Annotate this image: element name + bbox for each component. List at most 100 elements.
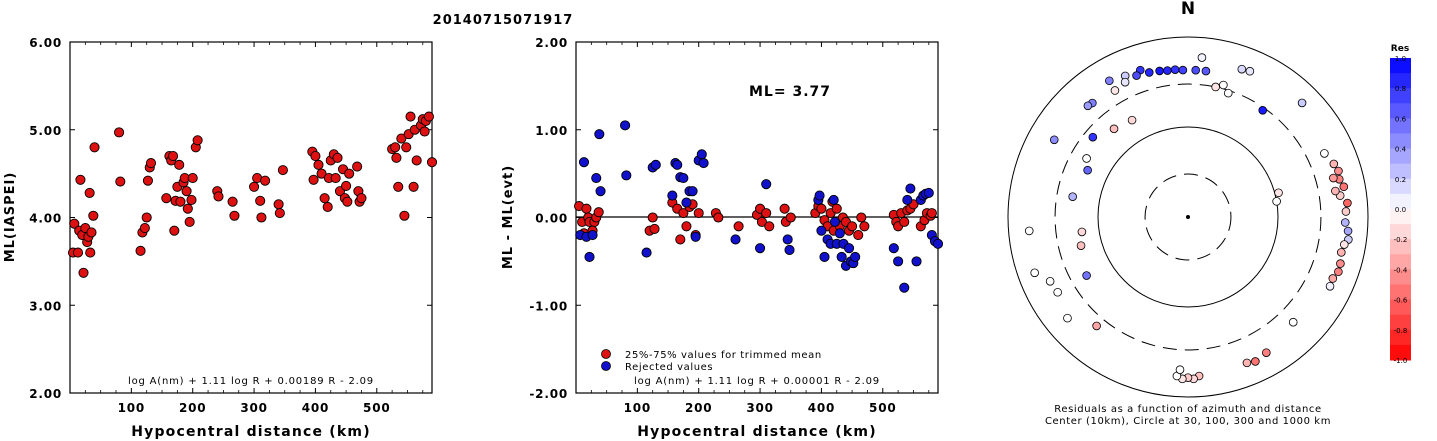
data-point bbox=[828, 194, 839, 205]
y-tick-label: -2.00 bbox=[529, 387, 568, 401]
station-point bbox=[1045, 276, 1055, 286]
y-tick-label: -1.00 bbox=[529, 299, 568, 313]
center-dot bbox=[1186, 215, 1190, 219]
data-point bbox=[836, 251, 847, 263]
station-point bbox=[1288, 317, 1298, 327]
data-point bbox=[396, 133, 407, 144]
data-point bbox=[853, 229, 864, 241]
station-point bbox=[1211, 82, 1220, 92]
data-point bbox=[923, 187, 934, 198]
data-point bbox=[273, 199, 284, 210]
station-point bbox=[1320, 149, 1329, 158]
station-point bbox=[1328, 274, 1338, 283]
x-axis-label-middle: Hypocentral distance (km) bbox=[637, 424, 877, 440]
station-point bbox=[1191, 65, 1200, 75]
data-point bbox=[249, 181, 260, 192]
colorbar-cell bbox=[1390, 193, 1411, 210]
colorbar-cell bbox=[1390, 314, 1411, 331]
data-point bbox=[89, 142, 100, 153]
data-point bbox=[893, 256, 904, 267]
station-point bbox=[1083, 165, 1092, 175]
station-point bbox=[1334, 267, 1343, 277]
x-tick-label: 200 bbox=[685, 401, 712, 415]
colorbar-cell bbox=[1390, 329, 1411, 346]
data-point bbox=[761, 208, 772, 219]
station-point bbox=[1024, 226, 1034, 236]
data-point bbox=[169, 225, 180, 236]
x-axis-label-left: Hypocentral distance (km) bbox=[131, 424, 371, 440]
panel-polar-residuals: N Residuals as a function of azimuth and… bbox=[1007, 0, 1369, 427]
x-tick-label: 100 bbox=[118, 401, 145, 415]
data-point bbox=[310, 151, 321, 162]
colorbar-tick-label: 0.0 bbox=[1395, 206, 1406, 214]
ring-30km bbox=[1144, 173, 1232, 261]
station-point bbox=[1170, 65, 1180, 74]
station-point bbox=[1110, 86, 1120, 95]
y-tick-label: 5.00 bbox=[29, 124, 62, 138]
data-point bbox=[816, 225, 827, 236]
colorbar-cell bbox=[1390, 344, 1411, 361]
legend-label-trimmed: 25%-75% values for trimmed mean bbox=[625, 350, 822, 361]
colorbar-tick-label: -0.4 bbox=[1394, 266, 1408, 274]
station-point bbox=[1329, 173, 1338, 183]
legend: 25%-75% values for trimmed mean Rejected… bbox=[601, 349, 822, 373]
data-point bbox=[308, 174, 319, 185]
station-point bbox=[1175, 365, 1185, 374]
data-point bbox=[595, 186, 606, 197]
north-label: N bbox=[1181, 0, 1195, 19]
data-point bbox=[426, 157, 438, 168]
data-point bbox=[911, 256, 922, 267]
data-point bbox=[902, 194, 913, 205]
data-point bbox=[401, 142, 412, 153]
data-point bbox=[135, 245, 146, 256]
data-point bbox=[227, 196, 238, 207]
colorbar-cell bbox=[1390, 73, 1411, 89]
station-point bbox=[1340, 218, 1350, 227]
data-point bbox=[390, 142, 401, 153]
station-point bbox=[1337, 248, 1346, 257]
data-point bbox=[260, 175, 271, 186]
y-tick-label: 0.00 bbox=[535, 212, 568, 226]
data-point bbox=[330, 172, 341, 184]
data-point bbox=[88, 210, 99, 221]
panel-ml-vs-distance: 2.00 3.00 4.00 5.00 6.00 100 200 300 400 500 ML(… bbox=[3, 36, 438, 440]
y-ticks-middle: -2.00 -1.00 0.00 1.00 2.00 bbox=[529, 36, 938, 401]
distance-rings bbox=[1007, 36, 1369, 398]
colorbar-cell bbox=[1390, 239, 1411, 255]
data-point bbox=[687, 186, 698, 197]
colorbar-tick-label: -0.8 bbox=[1394, 327, 1408, 335]
colorbar-cell bbox=[1390, 133, 1411, 150]
data-point bbox=[393, 181, 404, 192]
data-point bbox=[86, 227, 97, 238]
data-point bbox=[850, 251, 861, 263]
station-point bbox=[1063, 313, 1072, 323]
station-point bbox=[1127, 115, 1137, 125]
colorbar: Res 1.0 0.8 0.6 0.4 0.2 0.0 -0.2 -0.4 -0.6 -0.8 -1… bbox=[1390, 44, 1411, 365]
station-point bbox=[1132, 71, 1141, 80]
data-point bbox=[755, 243, 766, 254]
points-left bbox=[68, 111, 438, 278]
colorbar-cells bbox=[1390, 58, 1411, 361]
data-point bbox=[319, 193, 330, 204]
data-point bbox=[423, 111, 434, 122]
data-point bbox=[672, 159, 683, 170]
station-point bbox=[1331, 186, 1340, 196]
data-point bbox=[419, 126, 430, 137]
data-point bbox=[344, 168, 355, 179]
station-point bbox=[1334, 166, 1343, 176]
data-point bbox=[591, 172, 602, 184]
data-point bbox=[352, 161, 363, 172]
data-point bbox=[667, 190, 678, 201]
data-point bbox=[581, 203, 592, 214]
data-point bbox=[681, 197, 692, 208]
data-point bbox=[693, 208, 704, 219]
station-point bbox=[1105, 76, 1114, 86]
data-point bbox=[681, 221, 692, 232]
station-point bbox=[1329, 159, 1339, 169]
station-point bbox=[1341, 207, 1351, 216]
data-point bbox=[186, 194, 197, 205]
data-point bbox=[782, 234, 793, 245]
station-point bbox=[1163, 66, 1172, 75]
data-point bbox=[316, 168, 327, 179]
